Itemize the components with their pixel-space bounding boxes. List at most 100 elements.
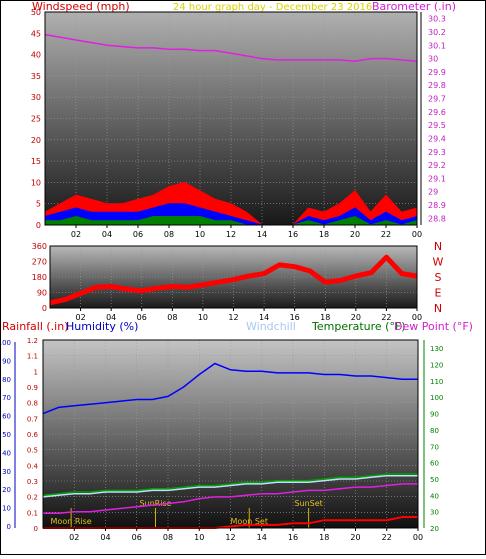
barometer-tick-label: 30	[428, 55, 438, 64]
rain-tick-label: 1.1	[27, 353, 38, 361]
rain-xtick-label: 20	[350, 533, 360, 542]
rain-tick-label: 0.6	[27, 431, 39, 439]
humidity-label: Humidity (%)	[66, 320, 138, 333]
rain-tick-label: 0.1	[27, 509, 38, 517]
direction-xtick-label: 14	[259, 313, 269, 322]
temperature-tick-label: 110	[430, 378, 443, 386]
barometer-tick-label: 30.2	[428, 28, 446, 37]
rain-xtick-label: 04	[100, 533, 110, 542]
rain-tick-label: 0.2	[27, 494, 38, 502]
wind-xtick-label: 10	[195, 230, 205, 239]
rain-panel-series-1	[42, 473, 418, 497]
windspeed-tick-label: 45	[31, 29, 41, 38]
annotation-label: SunSet	[294, 499, 322, 508]
barometer-tick-label: 29.1	[428, 174, 446, 183]
direction-xtick-label: 00	[412, 313, 422, 322]
barometer-tick-label: 29.4	[428, 134, 446, 143]
annotation-label: Moon Set	[231, 517, 268, 526]
direction-tick-label: 90	[37, 289, 47, 298]
rain-xtick-label: 10	[194, 533, 204, 542]
barometer-tick-label: 28.8	[428, 214, 446, 223]
humidity-tick-label: 80	[2, 376, 11, 384]
barometer-tick-label: 29.5	[428, 121, 446, 130]
windspeed-tick-label: 50	[31, 8, 41, 17]
wind-xtick-label: 02	[71, 230, 81, 239]
rain-xtick-label: 02	[69, 533, 79, 542]
direction-xtick-label: 20	[351, 313, 361, 322]
compass-label: N	[434, 240, 442, 253]
temperature-label: Temperature (°F)	[311, 320, 406, 333]
rain-tick-label: 0.8	[27, 400, 38, 408]
rain-panel-series-2	[42, 474, 418, 498]
rain-xtick-label: 14	[257, 533, 267, 542]
temperature-tick-label: 50	[430, 476, 439, 484]
rain-tick-label: 1	[34, 368, 38, 376]
direction-xtick-label: 22	[381, 313, 391, 322]
rain-xtick-label: 16	[288, 533, 298, 542]
rain-tick-label: 0.5	[27, 447, 38, 455]
direction-tick-label: 360	[32, 242, 47, 251]
direction-tick-label: 180	[32, 273, 47, 282]
compass-label: W	[433, 256, 444, 269]
direction-tick-label: 270	[32, 258, 47, 267]
rain-xtick-label: 18	[319, 533, 329, 542]
barometer-tick-label: 29	[428, 188, 438, 197]
windspeed-tick-label: 20	[31, 136, 41, 145]
barometer-axis-label: Barometer (.in)	[372, 0, 456, 13]
rainfall-label: Rainfall (.in)	[2, 320, 69, 333]
wind-series-3	[44, 215, 418, 226]
direction-xtick-label: 10	[198, 313, 208, 322]
rain-xtick-label: 12	[225, 533, 235, 542]
windspeed-axis-label: Windspeed (mph)	[32, 0, 130, 13]
rain-tick-label: 0	[34, 525, 38, 533]
wind-xtick-label: 08	[164, 230, 174, 239]
humidity-tick-label: 100	[0, 339, 11, 347]
wind-xtick-label: 18	[319, 230, 329, 239]
annotation-label: SunRise	[139, 499, 171, 508]
windspeed-tick-label: 10	[31, 178, 41, 187]
rain-xtick-label: 08	[163, 533, 173, 542]
rain-tick-label: 1.2	[27, 337, 38, 345]
rain-panel-series-0	[42, 362, 418, 415]
windspeed-tick-label: 40	[31, 51, 41, 60]
windspeed-tick-label: 35	[31, 72, 41, 81]
rain-xtick-label: 06	[132, 533, 142, 542]
temperature-tick-label: 70	[430, 443, 439, 451]
direction-xtick-label: 02	[75, 313, 85, 322]
windspeed-tick-label: 25	[31, 115, 41, 124]
annotation-label: Moon Rise	[51, 517, 92, 526]
wind-panel-border	[44, 11, 418, 226]
barometer-tick-label: 28.9	[428, 201, 446, 210]
rain-panel-border	[42, 339, 419, 529]
direction-xtick-label: 16	[290, 313, 300, 322]
rain-panel-series-3	[43, 483, 418, 515]
wind-series-2	[44, 203, 418, 226]
barometer-tick-label: 29.2	[428, 161, 446, 170]
wind-xtick-label: 20	[350, 230, 360, 239]
direction-panel-border	[49, 245, 418, 309]
windspeed-tick-label: 30	[31, 93, 41, 102]
humidity-tick-label: 40	[2, 449, 11, 457]
barometer-tick-label: 30.3	[428, 15, 446, 24]
wind-xtick-label: 00	[412, 230, 422, 239]
temperature-tick-label: 30	[430, 509, 439, 517]
barometer-tick-label: 29.6	[428, 108, 446, 117]
wind-xtick-label: 16	[288, 230, 298, 239]
humidity-tick-label: 0	[7, 523, 11, 531]
humidity-tick-label: 90	[2, 357, 11, 365]
temperature-tick-label: 130	[430, 345, 443, 353]
humidity-tick-label: 60	[2, 413, 11, 421]
windchill-label: Windchill	[246, 320, 296, 333]
direction-xtick-label: 06	[137, 313, 147, 322]
temperature-tick-label: 90	[430, 411, 439, 419]
humidity-tick-label: 10	[2, 505, 11, 513]
windspeed-tick-label: 0	[36, 221, 41, 230]
direction-xtick-label: 18	[320, 313, 330, 322]
wind-direction-line	[49, 254, 418, 306]
direction-xtick-label: 12	[228, 313, 238, 322]
barometer-tick-label: 29.3	[428, 148, 446, 157]
windspeed-tick-label: 15	[31, 157, 41, 166]
rain-xtick-label: 00	[413, 533, 423, 542]
humidity-tick-label: 20	[2, 486, 11, 494]
